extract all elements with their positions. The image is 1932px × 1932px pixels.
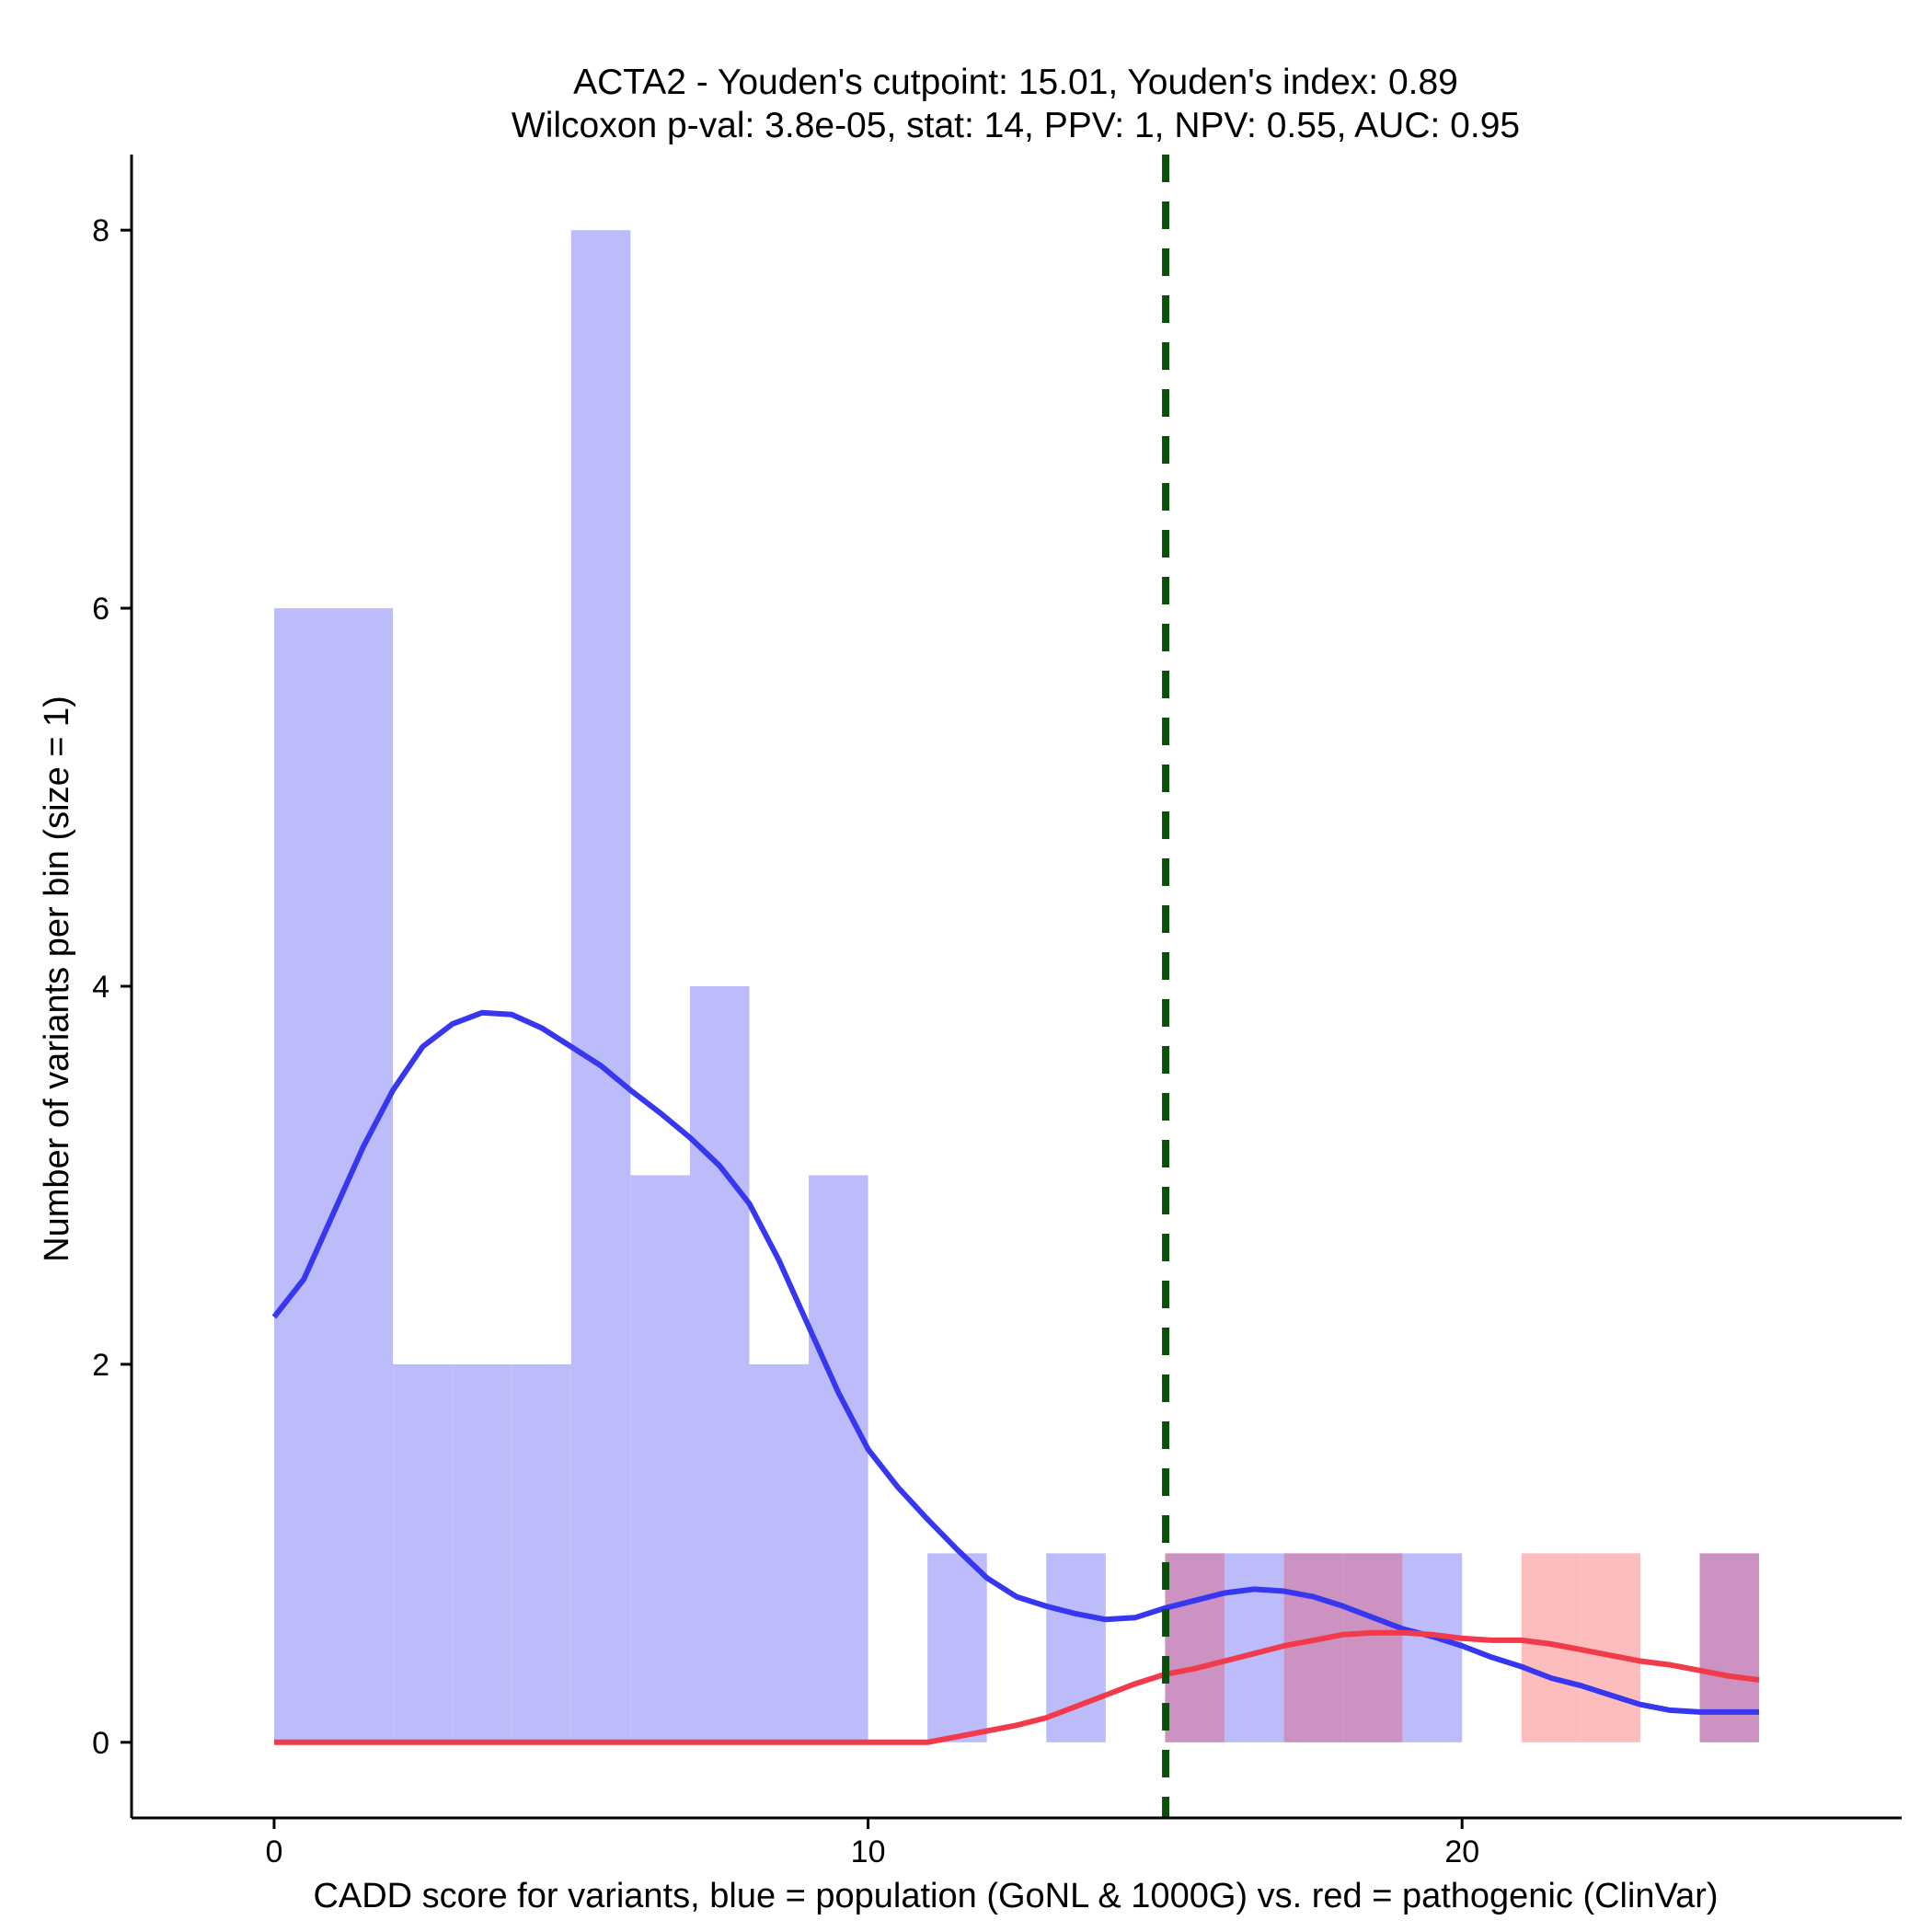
histogram-bar-population (1046, 1553, 1106, 1742)
density-line-population (271, 1009, 1759, 1715)
histogram-bar-overlap (1343, 1553, 1403, 1742)
histogram-bar-population (393, 1363, 453, 1742)
histogram-bar-overlap (1165, 1553, 1225, 1742)
histogram-bar-population (1402, 1553, 1463, 1742)
y-axis-label: Number of variants per bin (size = 1) (38, 696, 76, 1262)
histogram-bar-population (809, 1175, 868, 1742)
x-axis-label: CADD score for variants, blue = populati… (313, 1877, 1718, 1915)
histogram-bar-population (689, 986, 750, 1742)
histogram-bars (273, 230, 1760, 1742)
chart-subtitle: Wilcoxon p-val: 3.8e-05, stat: 14, PPV: … (512, 106, 1520, 145)
x-tick-label: 10 (851, 1834, 886, 1869)
density-line-pathogenic (274, 1629, 1760, 1745)
density-curves (271, 1009, 1760, 1745)
histogram-bar-pathogenic (1581, 1553, 1640, 1742)
y-tick-label: 4 (92, 970, 109, 1005)
histogram-bar-population (630, 1175, 690, 1742)
x-tick-label: 0 (265, 1834, 282, 1869)
y-tick-label: 0 (92, 1726, 109, 1761)
histogram-bar-overlap (1283, 1553, 1344, 1742)
axis-ticks: 0 10 20 0 2 4 6 8 (92, 213, 1479, 1869)
x-tick-label: 20 (1444, 1834, 1479, 1869)
y-tick-label: 2 (92, 1348, 109, 1383)
y-tick-label: 6 (92, 592, 109, 627)
histogram-bar-population (512, 1363, 571, 1742)
histogram-bar-population (927, 1553, 987, 1742)
histogram-bar-population (570, 230, 631, 1742)
y-tick-label: 8 (92, 213, 109, 248)
histogram-bar-population (333, 608, 394, 1742)
histogram-bar-population (273, 608, 334, 1742)
histogram-bar-population (749, 1363, 810, 1742)
chart-title: ACTA2 - Youden's cutpoint: 15.01, Youden… (573, 63, 1458, 102)
histogram-bar-population (452, 1363, 512, 1742)
